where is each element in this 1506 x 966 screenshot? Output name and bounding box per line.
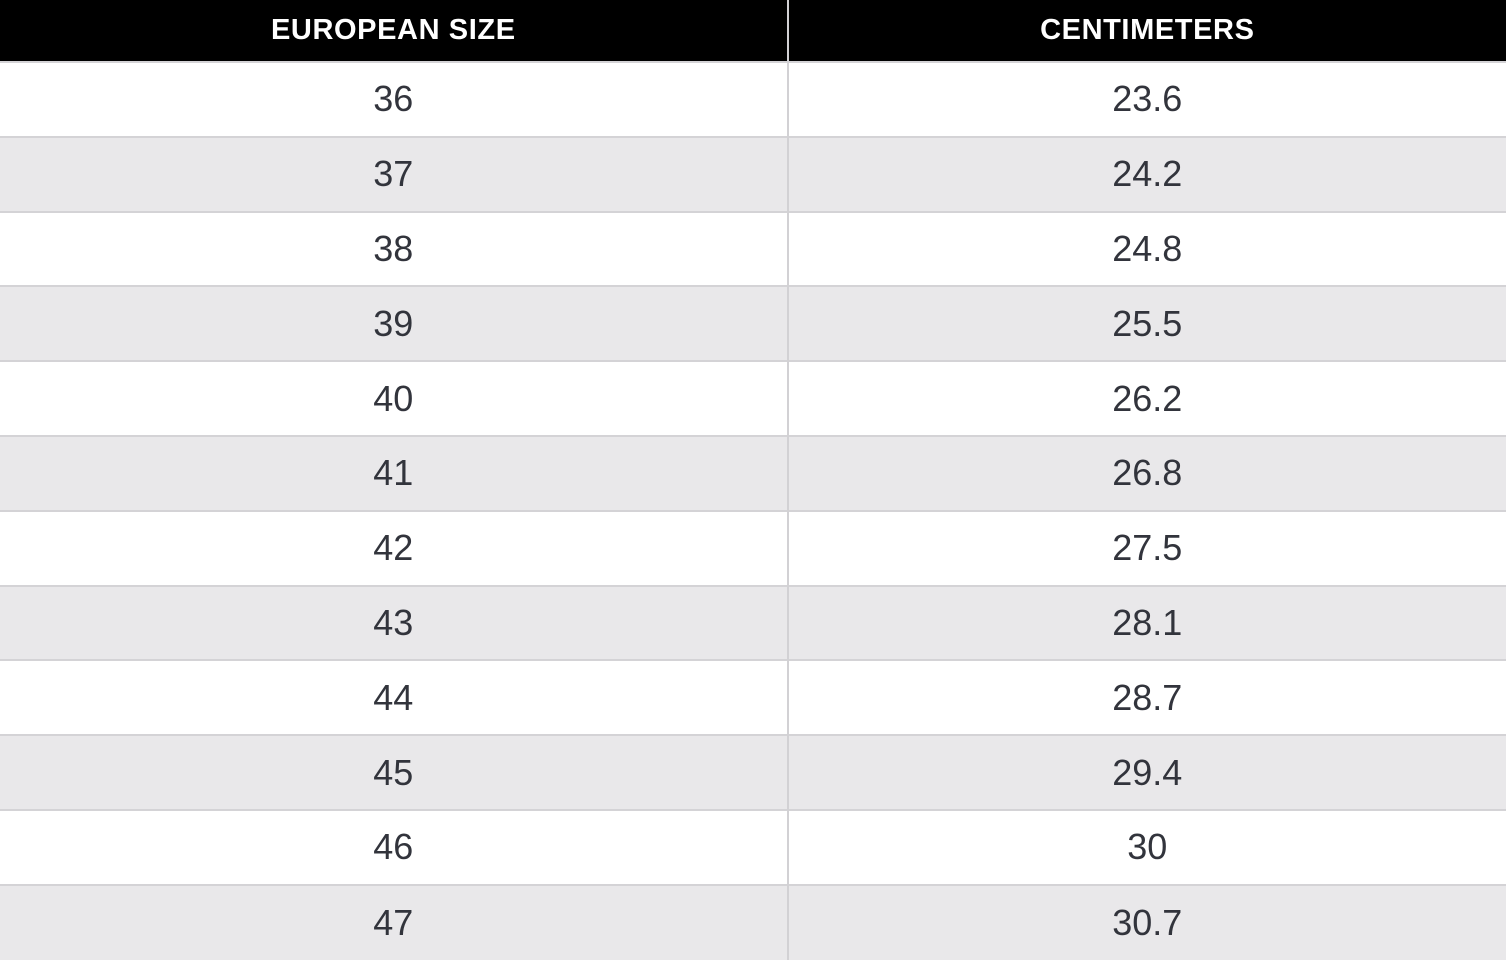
table-header: EUROPEAN SIZE CENTIMETERS: [0, 0, 1506, 62]
table-body: 36 23.6 37 24.2 38 24.8 39 25.5 40 26.2 …: [0, 61, 1506, 960]
size-cell: 42: [0, 509, 789, 586]
header-row: EUROPEAN SIZE CENTIMETERS: [0, 0, 1506, 62]
table-row: 39 25.5: [0, 285, 1506, 362]
size-cell: 46: [0, 808, 789, 885]
table-row: 36 23.6: [0, 61, 1506, 137]
table-row: 44 28.7: [0, 659, 1506, 736]
table-row: 38 24.8: [0, 210, 1506, 287]
cm-cell: 27.5: [787, 509, 1506, 586]
table-row: 45 29.4: [0, 734, 1506, 810]
size-cell: 37: [0, 135, 789, 212]
table-row: 47 30.7: [0, 883, 1506, 960]
size-cell: 41: [0, 434, 789, 511]
cm-cell: 26.8: [787, 434, 1506, 511]
table-row: 41 26.8: [0, 434, 1506, 511]
cm-cell: 24.2: [787, 135, 1506, 212]
table-row: 42 27.5: [0, 509, 1506, 586]
size-cell: 36: [0, 61, 789, 137]
column-header-centimeters: CENTIMETERS: [787, 0, 1506, 62]
cm-cell: 28.1: [787, 584, 1506, 661]
size-cell: 43: [0, 584, 789, 661]
size-cell: 39: [0, 285, 789, 362]
cm-cell: 25.5: [787, 285, 1506, 362]
cm-cell: 30: [787, 808, 1506, 885]
size-cell: 44: [0, 659, 789, 736]
cm-cell: 23.6: [787, 61, 1506, 137]
size-cell: 45: [0, 734, 789, 810]
table-row: 40 26.2: [0, 360, 1506, 436]
size-cell: 47: [0, 883, 789, 960]
cm-cell: 26.2: [787, 360, 1506, 436]
table-row: 37 24.2: [0, 135, 1506, 212]
cm-cell: 29.4: [787, 734, 1506, 810]
cm-cell: 30.7: [787, 883, 1506, 960]
table-row: 43 28.1: [0, 584, 1506, 661]
size-cell: 40: [0, 360, 789, 436]
size-cell: 38: [0, 210, 789, 287]
cm-cell: 24.8: [787, 210, 1506, 287]
column-header-european-size: EUROPEAN SIZE: [0, 0, 789, 62]
table-row: 46 30: [0, 808, 1506, 885]
cm-cell: 28.7: [787, 659, 1506, 736]
